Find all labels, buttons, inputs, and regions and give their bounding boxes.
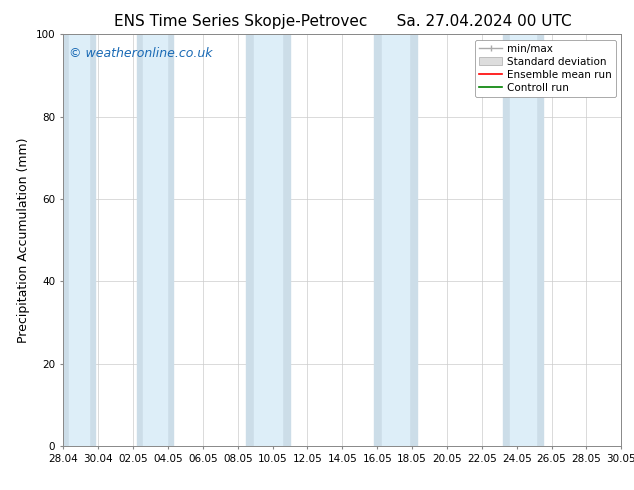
Bar [63,34,95,446]
Bar [137,34,173,446]
Legend: min/max, Standard deviation, Ensemble mean run, Controll run: min/max, Standard deviation, Ensemble me… [475,40,616,97]
Text: © weatheronline.co.uk: © weatheronline.co.uk [69,47,212,60]
Bar [510,34,536,446]
Bar [247,34,290,446]
Bar [69,34,89,446]
Bar [143,34,167,446]
Bar [503,34,543,446]
Bar [382,34,410,446]
Bar [374,34,417,446]
Y-axis label: Precipitation Accumulation (mm): Precipitation Accumulation (mm) [17,137,30,343]
Title: ENS Time Series Skopje-Petrovec      Sa. 27.04.2024 00 UTC: ENS Time Series Skopje-Petrovec Sa. 27.0… [113,14,571,29]
Bar [254,34,282,446]
